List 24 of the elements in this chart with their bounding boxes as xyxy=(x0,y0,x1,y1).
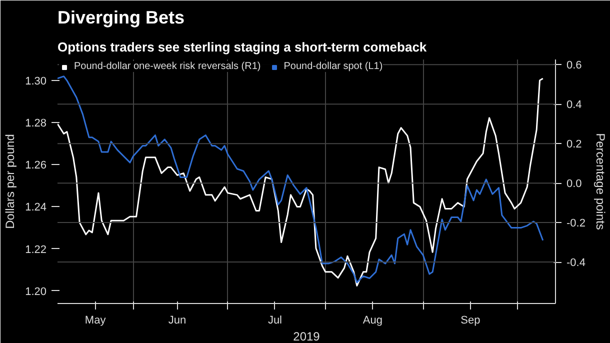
x-tick-label: Jun xyxy=(168,314,186,326)
chart-subtitle: Options traders see sterling staging a short-term comeback xyxy=(58,40,428,54)
y-tick-label: 1.24 xyxy=(25,202,47,214)
y-axis-title: Dollars per pound xyxy=(3,134,18,229)
y-tick-label: 1.30 xyxy=(25,76,47,88)
x-tick-label: Jul xyxy=(268,314,282,326)
y-tick-label: 1.26 xyxy=(25,160,47,172)
chart-title: Diverging Bets xyxy=(58,8,185,28)
y2-tick-label: 0.6 xyxy=(566,60,582,72)
y-tick-label: 1.20 xyxy=(25,286,47,298)
y2-tick-label: 0.2 xyxy=(566,138,582,151)
y-tick-label: 1.28 xyxy=(25,118,47,130)
y-tick-label: 1.22 xyxy=(25,244,47,256)
y2-tick-label: -0.2 xyxy=(566,218,586,230)
y2-tick-label: -0.4 xyxy=(566,257,586,270)
y2-tick-label: 0.0 xyxy=(566,178,582,190)
legend-label: Pound-dollar one-week risk reversals (R1) xyxy=(74,61,261,72)
x-tick-label: Aug xyxy=(362,314,382,326)
y2-axis-title: Percentage points xyxy=(593,133,608,230)
x-axis-title: 2019 xyxy=(293,330,320,343)
legend-label: Pound-dollar spot (L1) xyxy=(284,61,383,72)
x-tick-label: Sep xyxy=(460,314,480,326)
x-tick-label: May xyxy=(84,314,106,326)
y2-tick-label: 0.4 xyxy=(566,99,582,112)
